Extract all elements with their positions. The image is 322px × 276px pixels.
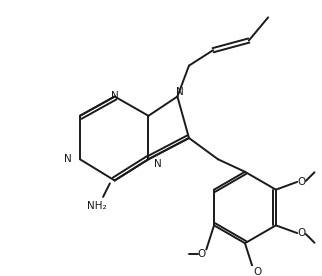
Text: N: N bbox=[111, 91, 118, 100]
Text: O: O bbox=[298, 228, 306, 238]
Text: N: N bbox=[176, 87, 184, 97]
Text: N: N bbox=[154, 159, 162, 169]
Text: N: N bbox=[64, 154, 72, 164]
Text: NH₂: NH₂ bbox=[88, 201, 107, 211]
Text: O: O bbox=[197, 249, 206, 259]
Text: O: O bbox=[253, 267, 262, 276]
Text: O: O bbox=[298, 177, 306, 187]
